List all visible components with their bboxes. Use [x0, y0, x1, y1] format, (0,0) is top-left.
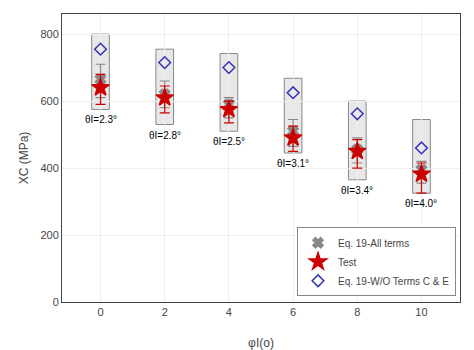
- svg-text:400: 400: [40, 162, 58, 174]
- svg-text:2: 2: [162, 306, 168, 318]
- svg-text:600: 600: [40, 95, 58, 107]
- svg-text:0: 0: [53, 296, 59, 308]
- svg-text:6: 6: [290, 306, 296, 318]
- svg-text:θI=2.5°: θI=2.5°: [213, 136, 245, 147]
- svg-text:φI(o): φI(o): [248, 336, 274, 350]
- svg-text:θI=4.0°: θI=4.0°: [405, 198, 437, 209]
- svg-text:θI=3.4°: θI=3.4°: [341, 185, 373, 196]
- svg-text:0: 0: [97, 306, 103, 318]
- svg-text:800: 800: [40, 28, 58, 40]
- svg-text:200: 200: [40, 229, 58, 241]
- svg-text:θI=2.8°: θI=2.8°: [149, 130, 181, 141]
- svg-text:4: 4: [226, 306, 232, 318]
- svg-text:8: 8: [354, 306, 360, 318]
- svg-text:Eq. 19-All terms: Eq. 19-All terms: [338, 238, 409, 249]
- svg-text:Test: Test: [338, 257, 357, 268]
- svg-text:θI=2.3°: θI=2.3°: [85, 114, 117, 125]
- svg-text:θI=3.1°: θI=3.1°: [277, 158, 309, 169]
- svg-text:10: 10: [415, 306, 427, 318]
- svg-text:Eq. 19-W/O Terms C & E: Eq. 19-W/O Terms C & E: [338, 276, 449, 287]
- svg-text:XC (MPa): XC (MPa): [17, 132, 31, 185]
